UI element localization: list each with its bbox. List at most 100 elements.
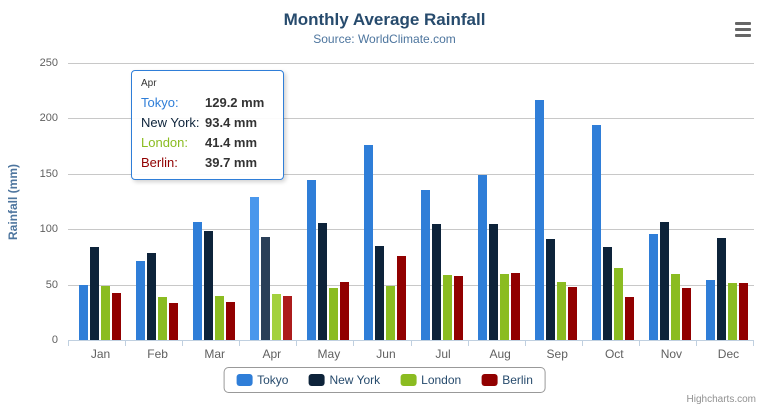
bar-new-york-mar[interactable]	[204, 231, 213, 340]
bar-berlin-oct[interactable]	[625, 297, 634, 340]
bar-new-york-may[interactable]	[318, 223, 327, 340]
x-axis-line	[68, 340, 754, 341]
bar-london-may[interactable]	[329, 288, 338, 340]
grid-line	[68, 173, 754, 175]
bar-berlin-nov[interactable]	[682, 288, 691, 340]
x-axis-tick	[638, 341, 640, 346]
bar-tokyo-mar[interactable]	[193, 222, 202, 340]
bar-new-york-nov[interactable]	[660, 222, 669, 340]
bar-berlin-jan[interactable]	[112, 293, 121, 340]
x-axis-label: Oct	[604, 347, 624, 361]
bar-london-jul[interactable]	[443, 275, 452, 340]
x-axis-tick	[125, 341, 127, 346]
bar-berlin-jul[interactable]	[454, 276, 463, 340]
tooltip-series-value: 129.2 mm	[205, 95, 265, 110]
bar-london-aug[interactable]	[500, 274, 509, 340]
bar-berlin-may[interactable]	[340, 282, 349, 340]
legend: Tokyo New York London Berlin	[223, 367, 546, 393]
bar-new-york-sep[interactable]	[546, 239, 555, 340]
x-axis-label: Nov	[660, 347, 683, 361]
bar-tokyo-nov[interactable]	[649, 234, 658, 340]
tooltip-series-label: New York:	[141, 115, 200, 130]
bar-london-feb[interactable]	[158, 297, 167, 340]
bar-london-nov[interactable]	[671, 274, 680, 340]
x-axis-label: Jun	[376, 347, 396, 361]
bar-berlin-dec[interactable]	[739, 283, 748, 340]
y-axis-title: Rainfall (mm)	[6, 164, 20, 241]
bar-tokyo-may[interactable]	[307, 180, 316, 340]
x-axis-label: May	[317, 347, 341, 361]
bar-tokyo-dec[interactable]	[706, 280, 715, 340]
bar-london-oct[interactable]	[614, 268, 623, 340]
chart-subtitle: Source: WorldClimate.com	[313, 32, 456, 46]
bar-berlin-feb[interactable]	[169, 303, 178, 340]
bar-london-dec[interactable]	[728, 283, 737, 340]
x-axis-label: Sep	[546, 347, 568, 361]
grid-line	[68, 229, 754, 231]
credits-link[interactable]: Highcharts.com	[686, 394, 756, 405]
x-axis-tick	[753, 341, 754, 346]
bar-london-jun[interactable]	[386, 286, 395, 340]
legend-label: Berlin	[502, 373, 533, 387]
bar-new-york-apr[interactable]	[261, 237, 270, 340]
bar-new-york-feb[interactable]	[147, 253, 156, 340]
bar-new-york-aug[interactable]	[489, 224, 498, 340]
x-axis-tick	[353, 341, 355, 346]
x-axis-label: Jul	[435, 347, 451, 361]
bar-tokyo-feb[interactable]	[136, 261, 145, 340]
legend-label: New York	[329, 373, 381, 387]
bar-tokyo-sep[interactable]	[535, 100, 544, 340]
tooltip-table: Tokyo: 129.2 mm New York: 93.4 mm London: 41.…	[141, 93, 264, 173]
bar-tokyo-jan[interactable]	[79, 285, 88, 340]
tooltip: Apr Tokyo: 129.2 mm New York: 93.4 mm London…	[131, 70, 284, 180]
x-axis-label: Jan	[90, 347, 111, 361]
bar-berlin-aug[interactable]	[511, 273, 520, 340]
bar-tokyo-aug[interactable]	[478, 175, 487, 340]
tooltip-row: London: 41.4 mm	[141, 133, 264, 153]
x-axis-tick	[695, 341, 697, 346]
bar-new-york-oct[interactable]	[603, 247, 612, 340]
bar-new-york-dec[interactable]	[717, 238, 726, 340]
legend-swatch-icon	[236, 374, 253, 386]
tooltip-header: Apr	[141, 78, 157, 89]
bar-berlin-sep[interactable]	[568, 287, 577, 340]
bar-tokyo-jun[interactable]	[364, 145, 373, 340]
x-axis-label: Mar	[204, 347, 226, 361]
legend-swatch-icon	[481, 374, 498, 386]
bar-new-york-jan[interactable]	[90, 247, 99, 340]
y-axis-label: 50	[45, 278, 58, 291]
grid-line	[68, 284, 754, 286]
bar-berlin-jun[interactable]	[397, 256, 406, 340]
bar-london-mar[interactable]	[215, 296, 224, 340]
legend-item-berlin[interactable]: Berlin	[481, 373, 533, 387]
bar-london-jan[interactable]	[101, 286, 110, 340]
legend-swatch-icon	[308, 374, 325, 386]
x-axis-tick	[467, 341, 469, 346]
bar-new-york-jul[interactable]	[432, 224, 441, 340]
legend-item-tokyo[interactable]: Tokyo	[236, 373, 288, 387]
bar-tokyo-apr[interactable]	[250, 197, 259, 340]
x-axis-tick	[581, 341, 583, 346]
x-axis-tick	[410, 341, 412, 346]
legend-item-new-york[interactable]: New York	[308, 373, 380, 387]
bar-london-sep[interactable]	[557, 282, 566, 340]
x-axis-label: Feb	[147, 347, 168, 361]
legend-label: Tokyo	[257, 373, 289, 387]
hamburger-menu-icon	[735, 27, 751, 31]
export-menu-button[interactable]	[731, 18, 755, 40]
bar-tokyo-oct[interactable]	[592, 125, 601, 340]
bar-new-york-jun[interactable]	[375, 246, 384, 340]
tooltip-series-label: London:	[141, 135, 188, 150]
chart-title: Monthly Average Rainfall	[283, 10, 486, 29]
bar-berlin-apr[interactable]	[283, 296, 292, 340]
bar-tokyo-jul[interactable]	[421, 190, 430, 340]
bar-london-apr[interactable]	[272, 294, 281, 340]
tooltip-row: Berlin: 39.7 mm	[141, 153, 264, 173]
legend-item-london[interactable]: London	[400, 373, 461, 387]
bar-berlin-mar[interactable]	[226, 302, 235, 340]
y-axis-label: 200	[39, 112, 58, 125]
y-axis-label: 150	[39, 167, 58, 180]
tooltip-row: New York: 93.4 mm	[141, 113, 264, 133]
tooltip-series-value: 41.4 mm	[205, 135, 258, 150]
